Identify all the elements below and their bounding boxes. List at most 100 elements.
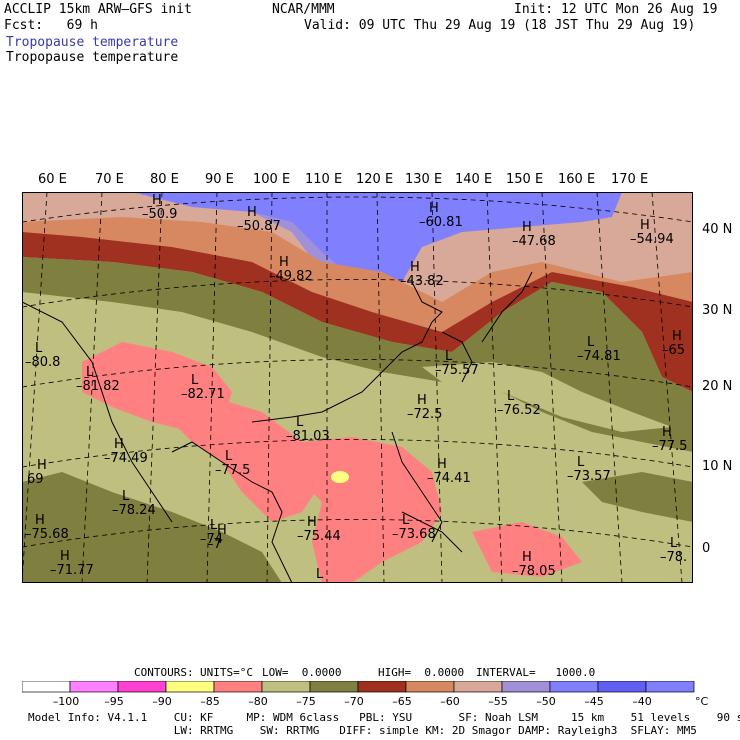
legend-tick-label: –55 <box>488 695 508 708</box>
legend-swatch <box>645 681 695 693</box>
center-value: –74.81 <box>577 349 621 364</box>
field-title-contour: Tropopause temperature <box>6 35 179 50</box>
latitude-label: 40 N <box>702 222 733 237</box>
contour-units: UNITS=°C <box>200 666 253 679</box>
latitude-label: 10 N <box>702 459 733 474</box>
footer-physics-info: LW: RRTMG SW: RRTMG DIFF: simple KM: 2D … <box>28 724 697 737</box>
center-value: 69 <box>27 472 44 487</box>
low-center-marker: L <box>122 489 130 504</box>
center-value: –78. <box>660 550 687 565</box>
low-center-marker: L <box>296 415 304 430</box>
legend-swatch <box>213 681 263 693</box>
longitude-label: 140 E <box>455 172 493 187</box>
high-center-marker: H <box>152 193 162 208</box>
center-value: –74.49 <box>104 451 148 466</box>
low-center-marker: L <box>225 449 233 464</box>
legend-swatch <box>165 681 215 693</box>
legend-tick-label: –60 <box>440 695 460 708</box>
legend-tick-label: –45 <box>584 695 604 708</box>
center-value: –43.82 <box>400 274 444 289</box>
center-value: –72.5 <box>407 407 442 422</box>
legend-tick-label: –90 <box>152 695 172 708</box>
high-center-marker: H <box>662 425 672 440</box>
longitude-label: 70 E <box>95 172 124 187</box>
model-title: ACCLIP 15km ARW–GFS init <box>4 2 192 17</box>
center-value: –81.82 <box>76 379 120 394</box>
high-center-marker: H <box>417 393 427 408</box>
low-center-marker: L <box>35 341 43 356</box>
legend-unit: °C <box>695 695 709 708</box>
band-olive-north <box>22 257 693 452</box>
center-value: –73.57 <box>567 469 611 484</box>
center-value: –75.68 <box>25 527 69 542</box>
legend-swatch <box>549 681 599 693</box>
legend-swatch <box>22 681 71 693</box>
legend-tick-label: –65 <box>392 695 412 708</box>
high-center-marker: H <box>307 515 317 530</box>
high-center-marker: H <box>114 437 124 452</box>
low-center-marker: L <box>191 373 199 388</box>
low-center-marker: L <box>402 513 410 528</box>
longitude-label: 110 E <box>305 172 343 187</box>
center-value: –74 <box>200 532 223 547</box>
low-center-marker: L <box>577 455 585 470</box>
center-value: –65 <box>662 343 685 358</box>
center-value: –54.94 <box>630 232 674 247</box>
latitude-label: 30 N <box>702 303 733 318</box>
high-center-marker: H <box>217 523 227 538</box>
field-title-shaded: Tropopause temperature <box>6 50 179 65</box>
latitude-label: 0 <box>702 541 711 556</box>
latitude-label: 20 N <box>702 379 733 394</box>
center-value: –50.9 <box>142 207 177 222</box>
color-legend: –100 –95 –90 –85 –80 –75 –70 –65 –60 –55 –50 –45 –40… <box>22 681 709 708</box>
center-value: –75.44 <box>297 529 341 544</box>
longitude-label: 100 E <box>253 172 291 187</box>
longitude-label: 130 E <box>405 172 443 187</box>
legend-tick-label: –85 <box>200 695 220 708</box>
center-value: –7 <box>207 537 222 552</box>
low-center-marker: L <box>507 389 515 404</box>
high-center-marker: H <box>60 549 70 564</box>
center-value: –77.5 <box>652 439 687 454</box>
center-value: –82.71 <box>181 387 225 402</box>
high-center-marker: H <box>247 205 257 220</box>
low-center-marker: L <box>210 518 218 533</box>
high-center-marker: H <box>522 550 532 565</box>
band-pink-indochina <box>162 392 322 522</box>
high-center-marker: H <box>410 260 420 275</box>
footer-model-info: Model Info: V4.1.1 CU: KF MP: WDM 6class… <box>28 711 740 724</box>
longitude-label: 60 E <box>38 172 67 187</box>
high-center-marker: H <box>437 457 447 472</box>
low-center-marker: L <box>670 536 678 551</box>
band-olive-east <box>582 472 693 522</box>
high-center-marker: H <box>672 329 682 344</box>
legend-tick-label: –100 <box>53 695 80 708</box>
center-value: –75.57 <box>435 363 479 378</box>
high-center-marker: H <box>279 255 289 270</box>
high-center-marker: H <box>37 458 47 473</box>
high-center-marker: H <box>429 201 439 216</box>
low-center-marker: L <box>445 349 453 364</box>
init-time: Init: 12 UTC Mon 26 Aug 19 <box>514 2 718 17</box>
center-value: –74.41 <box>427 471 471 486</box>
center-value: –50.87 <box>237 219 281 234</box>
band-purple <box>132 192 622 292</box>
center-value: –80.8 <box>25 355 60 370</box>
map-border <box>22 192 693 583</box>
legend-swatch <box>357 681 407 693</box>
longitude-label: 90 E <box>205 172 234 187</box>
band-pink-wpac <box>472 522 582 577</box>
legend-swatch <box>501 681 551 693</box>
legend-swatch <box>69 681 119 693</box>
contour-high: HIGH= 0.0000 <box>378 666 465 679</box>
longitude-label: 80 E <box>150 172 179 187</box>
org-label: NCAR/MMM <box>272 2 335 17</box>
coastlines <box>22 271 533 583</box>
center-value: –71.77 <box>50 563 94 578</box>
band-orange <box>22 217 693 332</box>
legend-tick-label: –75 <box>296 695 316 708</box>
high-center-marker: H <box>35 513 45 528</box>
tropopause-temperature-map: H–50.9 H–50.87H–49.82H–60.81H–43.82H–47.6… <box>22 192 693 583</box>
low-center-marker: L <box>587 335 595 350</box>
center-value: –78.05 <box>512 564 556 579</box>
